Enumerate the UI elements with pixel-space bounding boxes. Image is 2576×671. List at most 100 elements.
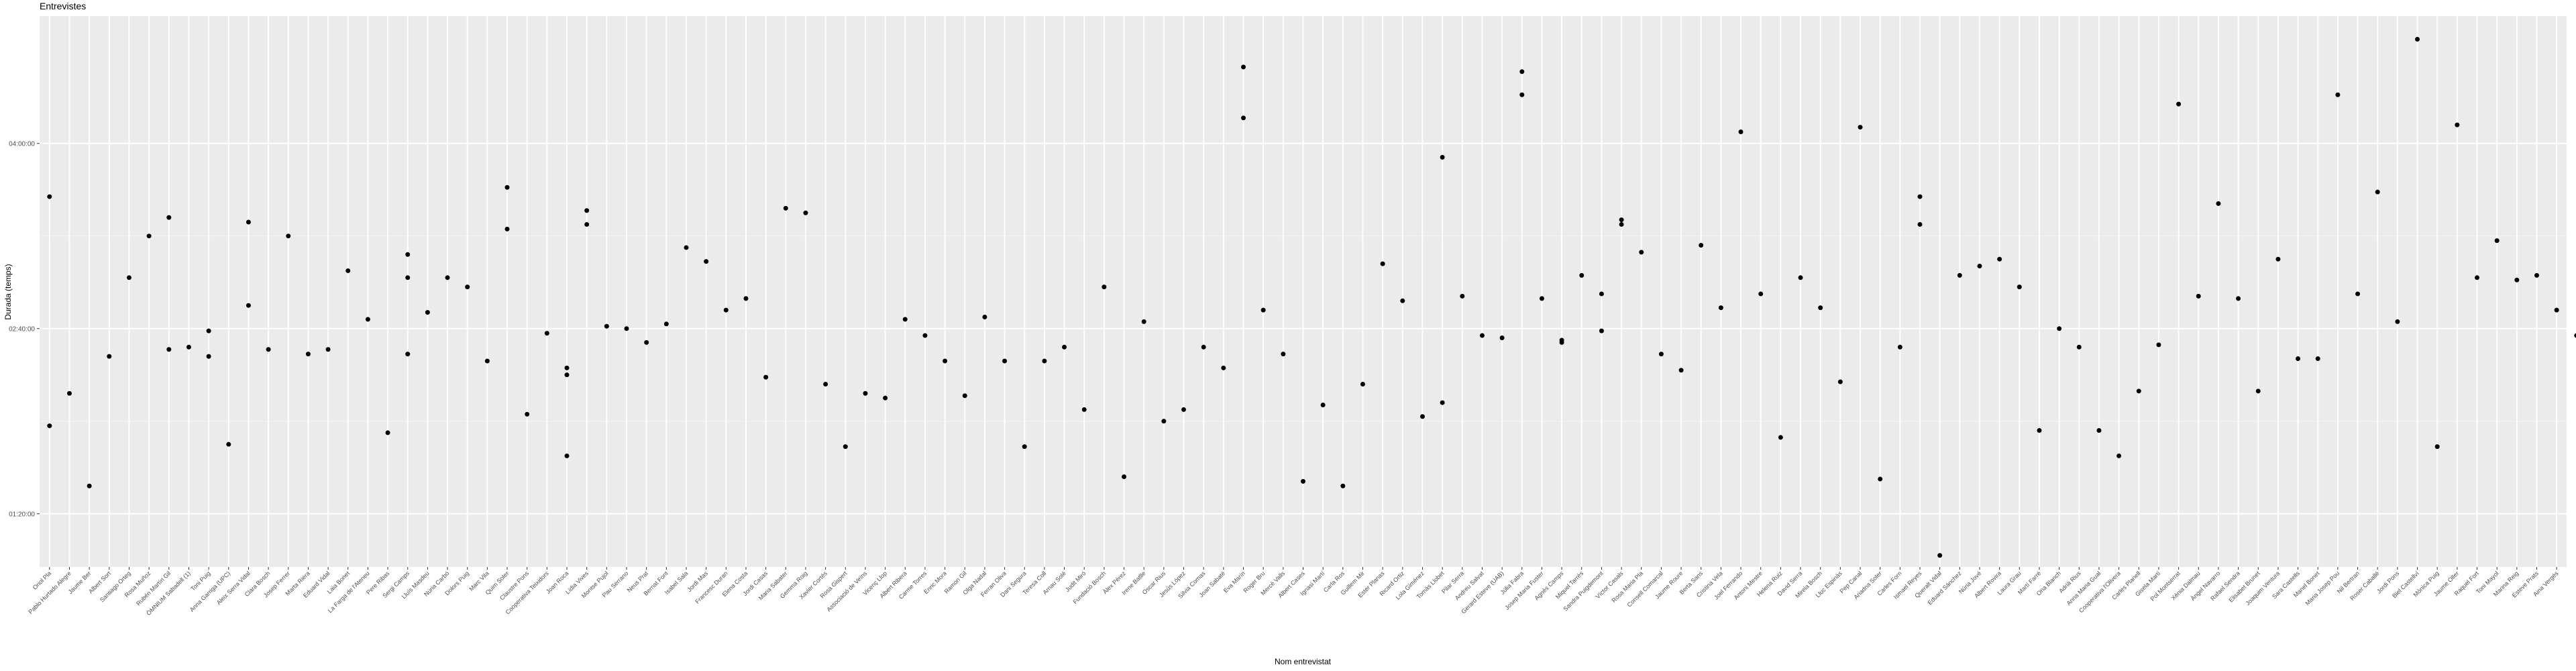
point [783,205,788,211]
point [186,344,191,350]
point [1718,305,1723,311]
point [2395,319,2400,324]
point [2176,101,2182,107]
point [1201,344,1206,350]
point [883,395,888,401]
point [405,275,411,280]
point [1599,291,1604,297]
point [902,317,908,322]
y-tick-label: 02:40:00 [9,326,35,333]
point [2494,238,2500,244]
point [465,285,470,290]
point [325,347,331,352]
point [1002,358,1008,364]
point [2355,291,2361,297]
x-tick-label: Anna Maria Gual [2065,570,2102,607]
point [2554,307,2559,313]
point [504,226,510,231]
point [47,423,52,429]
point [2475,275,2480,280]
point [1400,298,1405,303]
point [2296,356,2301,362]
point [425,310,430,315]
point [2455,122,2460,127]
point [2017,285,2022,290]
point [1678,368,1684,373]
point [1798,275,1803,280]
point [1579,272,1585,278]
point [2216,201,2221,206]
point [2415,36,2420,42]
point [1837,379,1843,384]
point [584,208,590,213]
point [1897,344,1902,350]
y-tick-label: 04:00:00 [9,141,35,148]
point [1062,344,1067,350]
point [2096,427,2102,433]
x-tick-label: Joaquim Ventura [2244,570,2281,607]
point [1619,221,1624,227]
point [2434,444,2440,450]
point [206,328,211,333]
point [962,393,967,399]
point [47,194,52,199]
point [1419,414,1425,419]
point [525,411,530,417]
point [1818,305,1823,311]
point [66,391,72,396]
point [1957,272,1962,278]
point [1917,194,1923,199]
point [2574,333,2576,338]
point [1081,407,1087,412]
point [1281,352,1286,357]
point [2375,189,2380,195]
point [1221,365,1226,370]
y-axis-label: Durada (temps) [3,264,13,319]
point [2076,344,2082,350]
point [863,391,868,396]
point [345,268,351,273]
point [1519,69,1525,74]
point [504,185,510,190]
point [166,347,172,352]
point [544,331,549,336]
point [1499,335,1505,340]
point [2116,453,2122,458]
point [385,430,390,435]
point [2514,277,2520,282]
point [146,234,152,239]
point [2534,272,2540,278]
point [2315,356,2320,362]
point [2156,342,2161,348]
point [1778,435,1783,440]
point [445,275,450,280]
point [1997,256,2002,262]
point [206,354,211,359]
point [1260,307,1266,313]
y-tick-label: 01:20:00 [9,511,35,519]
point [2136,389,2141,394]
point [1340,483,1346,488]
point [743,296,749,301]
point [1141,319,1146,324]
point [1937,553,1943,558]
chart-title: Entrevistes [40,1,86,11]
point [2196,293,2201,299]
point [1977,264,1982,269]
point [1161,419,1167,424]
point [564,365,570,370]
point [166,215,172,220]
x-tick-label: Maria Josep Pou [2304,570,2341,607]
point [87,483,92,488]
point [1360,381,1365,386]
point [1440,154,1445,160]
point [1460,293,1465,299]
point [1539,296,1544,301]
point [1519,92,1525,97]
point [1181,407,1187,412]
point [226,442,231,447]
point [2335,92,2341,97]
point [843,444,848,450]
point [1380,261,1385,266]
point [484,358,490,364]
